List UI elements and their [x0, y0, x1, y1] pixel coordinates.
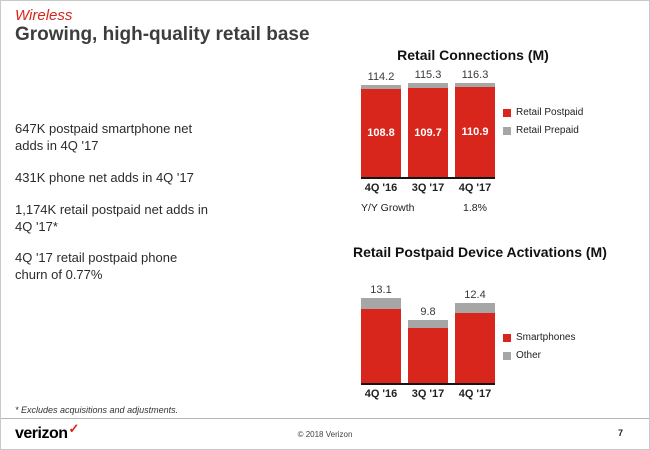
- bar-segment-retail-prepaid: [455, 83, 495, 87]
- verizon-logo: verizon✓: [15, 421, 79, 443]
- chart-legend: Retail Postpaid Retail Prepaid: [503, 107, 583, 136]
- chart-title-device-activations: Retail Postpaid Device Activations (M): [353, 244, 607, 260]
- growth-cell: 1.8%: [463, 202, 487, 214]
- bullet-phone-net-adds: 431K phone net adds in 4Q '17: [15, 169, 194, 185]
- chart-legend: Smartphones Other: [503, 332, 575, 361]
- verizon-logo-text: verizon: [15, 425, 68, 442]
- bar-total-label: 12.4: [464, 289, 486, 301]
- bar-segment-retail-postpaid: 110.9: [455, 87, 495, 177]
- bar-4Q-'16: 114.2 108.8: [361, 71, 401, 177]
- page-number: 7: [617, 428, 623, 438]
- category-label: 4Q '17: [458, 182, 492, 194]
- bar-segment-retail-prepaid: [361, 85, 401, 89]
- device-activations-chart: Retail Postpaid Device Activations (M) 1…: [353, 244, 607, 400]
- bar-4Q-'17: 116.3 110.9: [455, 69, 495, 177]
- bullet-list: 647K postpaid smartphone net adds in 4Q …: [15, 121, 265, 284]
- category-label: 4Q '17: [458, 388, 492, 400]
- legend-item-retail-postpaid: Retail Postpaid: [503, 107, 583, 118]
- bar-total-label: 115.3: [414, 69, 442, 81]
- legend-label: Smartphones: [516, 332, 576, 343]
- footnote: * Excludes acquisitions and adjustments.: [15, 405, 179, 415]
- legend-swatch: [503, 351, 511, 360]
- category-axis: 4Q '16 3Q '17 4Q '17: [361, 388, 495, 400]
- growth-row: Y/Y Growth 1.8%: [361, 202, 495, 214]
- bar-segment-smartphones: [455, 313, 495, 383]
- legend-item-retail-prepaid: Retail Prepaid: [503, 125, 583, 136]
- growth-cell: Y/Y Growth: [361, 202, 415, 214]
- bullet-smartphone-net-adds: 647K postpaid smartphone net adds in 4Q …: [15, 121, 193, 153]
- bar-total-label: 13.1: [370, 284, 392, 296]
- chart-title-retail-connections: Retail Connections (M): [397, 47, 549, 63]
- bullet-retail-postpaid-net-adds: 1,174K retail postpaid net adds in 4Q '1…: [15, 201, 208, 234]
- legend-label: Retail Prepaid: [516, 125, 579, 136]
- legend-swatch: [503, 333, 511, 342]
- bar-3Q-'17: 9.8: [408, 306, 448, 383]
- bar-segment-smartphones: [408, 328, 448, 383]
- bar-segment-retail-postpaid: 109.7: [408, 88, 448, 177]
- category-label: 4Q '16: [364, 388, 398, 400]
- bar-segment-smartphones: [361, 309, 401, 383]
- bar-group: 13.1 9.8 12.4: [361, 284, 495, 385]
- legend-label: Retail Postpaid: [516, 107, 584, 118]
- bar-segment-retail-prepaid: [408, 83, 448, 88]
- bar-total-label: 116.3: [461, 69, 489, 81]
- legend-swatch: [503, 108, 511, 117]
- section-kicker: Wireless: [15, 7, 73, 24]
- legend-label: Other: [516, 350, 542, 361]
- verizon-check-icon: ✓: [68, 421, 80, 436]
- slide-title: Growing, high-quality retail base: [15, 24, 310, 45]
- bar-3Q-'17: 115.3 109.7: [408, 69, 448, 177]
- category-label: 4Q '16: [364, 182, 398, 194]
- bar-4Q-'16: 13.1: [361, 284, 401, 383]
- slide-footer: verizon✓ © 2018 Verizon 7: [1, 418, 649, 449]
- growth-cell: [408, 202, 448, 214]
- bar-total-label: 114.2: [367, 71, 395, 83]
- legend-item-smartphones: Smartphones: [503, 332, 575, 343]
- category-label: 3Q '17: [411, 182, 445, 194]
- bar-total-label: 9.8: [420, 306, 436, 318]
- bullet-postpaid-phone-churn: 4Q '17 retail postpaid phone churn of 0.…: [15, 250, 178, 283]
- bar-segment-retail-postpaid: 108.8: [361, 89, 401, 177]
- bar-segment-other: [361, 298, 401, 309]
- legend-item-other: Other: [503, 350, 575, 361]
- bar-segment-other: [455, 303, 495, 313]
- copyright-text: © 2018 Verizon: [297, 430, 353, 439]
- category-label: 3Q '17: [411, 388, 445, 400]
- legend-swatch: [503, 126, 511, 135]
- retail-connections-chart: Retail Connections (M) 114.2 108.8 115.3 10…: [353, 47, 593, 214]
- bar-group: 114.2 108.8 115.3 109.7 116.3 110.9: [361, 69, 495, 179]
- category-axis: 4Q '16 3Q '17 4Q '17: [361, 182, 495, 194]
- bar-segment-other: [408, 320, 448, 328]
- bar-4Q-'17: 12.4: [455, 289, 495, 383]
